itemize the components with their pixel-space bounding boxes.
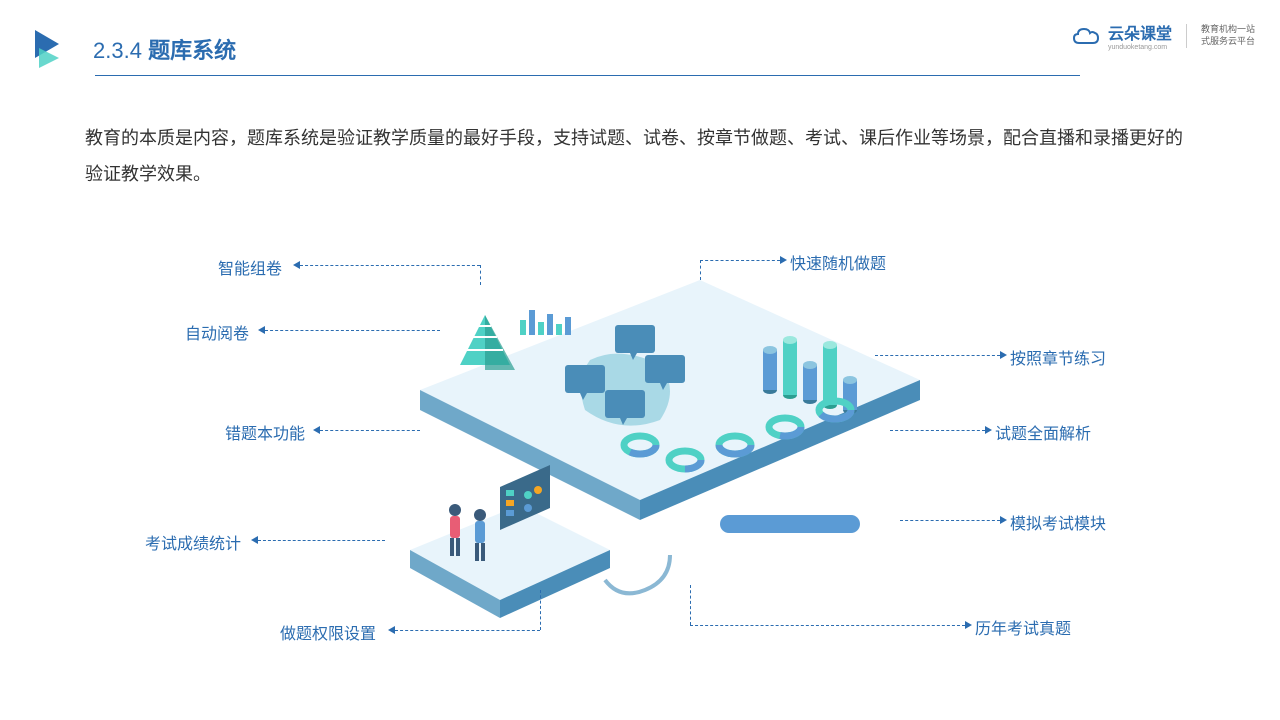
pyramid-icon: [460, 315, 515, 370]
connector-left-1: [265, 330, 440, 331]
feature-label-left-2: 错题本功能: [225, 420, 305, 444]
feature-label-left-1: 自动阅卷: [185, 320, 249, 344]
logo-name: 云朵课堂: [1108, 20, 1172, 44]
arrow-head-left-2: [313, 426, 320, 434]
logo-domain: yunduoketang.com: [1108, 44, 1172, 51]
connector-left-0: [300, 265, 480, 266]
feature-label-right-1: 按照章节练习: [1010, 345, 1106, 369]
connector-v-left-0: [480, 265, 481, 285]
arrow-head-left-1: [258, 326, 265, 334]
feature-label-right-2: 试题全面解析: [995, 420, 1091, 444]
connector-v-right-0: [700, 260, 701, 280]
feature-label-left-4: 做题权限设置: [280, 620, 376, 644]
bar-chart-icon: [520, 310, 571, 335]
arrow-head-right-2: [985, 426, 992, 434]
arrow-head-right-4: [965, 621, 972, 629]
section-number: 2.3.4: [93, 38, 142, 63]
arrow-head-left-4: [388, 626, 395, 634]
feature-label-left-0: 智能组卷: [218, 255, 282, 279]
logo-tagline-1: 教育机构一站: [1201, 24, 1255, 36]
connector-v-right-4: [690, 585, 691, 625]
brand-logo: 云朵课堂 yunduoketang.com 教育机构一站 式服务云平台: [1072, 20, 1255, 51]
title-underline: [95, 75, 1080, 76]
connector-right-3: [900, 520, 1000, 521]
isometric-illustration: [360, 260, 960, 660]
arrow-head-left-3: [251, 536, 258, 544]
arrow-head-right-0: [780, 256, 787, 264]
logo-tagline-2: 式服务云平台: [1201, 36, 1255, 48]
cloud-icon: [1072, 25, 1100, 47]
progress-bar-icon: [720, 515, 860, 533]
slide-header: 2.3.4 题库系统: [35, 30, 236, 68]
connector-right-0: [700, 260, 780, 261]
feature-label-right-4: 历年考试真题: [975, 615, 1071, 639]
connector-left-3: [258, 540, 385, 541]
feature-diagram: 智能组卷自动阅卷错题本功能考试成绩统计做题权限设置 快速随机做题按照章节练习试题全…: [0, 220, 1280, 700]
connector-right-4: [690, 625, 965, 626]
feature-label-left-3: 考试成绩统计: [145, 530, 241, 554]
connector-cable: [605, 555, 670, 593]
play-icon: [35, 30, 63, 68]
logo-divider: [1186, 24, 1187, 48]
connector-v-left-4: [540, 590, 541, 630]
feature-label-right-3: 模拟考试模块: [1010, 510, 1106, 534]
feature-label-right-0: 快速随机做题: [790, 250, 886, 274]
connector-right-2: [890, 430, 985, 431]
section-name: 题库系统: [148, 38, 236, 63]
connector-left-4: [395, 630, 540, 631]
arrow-head-right-3: [1000, 516, 1007, 524]
section-title: 2.3.4 题库系统: [93, 33, 236, 65]
arrow-head-left-0: [293, 261, 300, 269]
connector-right-1: [875, 355, 1000, 356]
connector-left-2: [320, 430, 420, 431]
arrow-head-right-1: [1000, 351, 1007, 359]
description-text: 教育的本质是内容，题库系统是验证教学质量的最好手段，支持试题、试卷、按章节做题、…: [85, 120, 1195, 192]
